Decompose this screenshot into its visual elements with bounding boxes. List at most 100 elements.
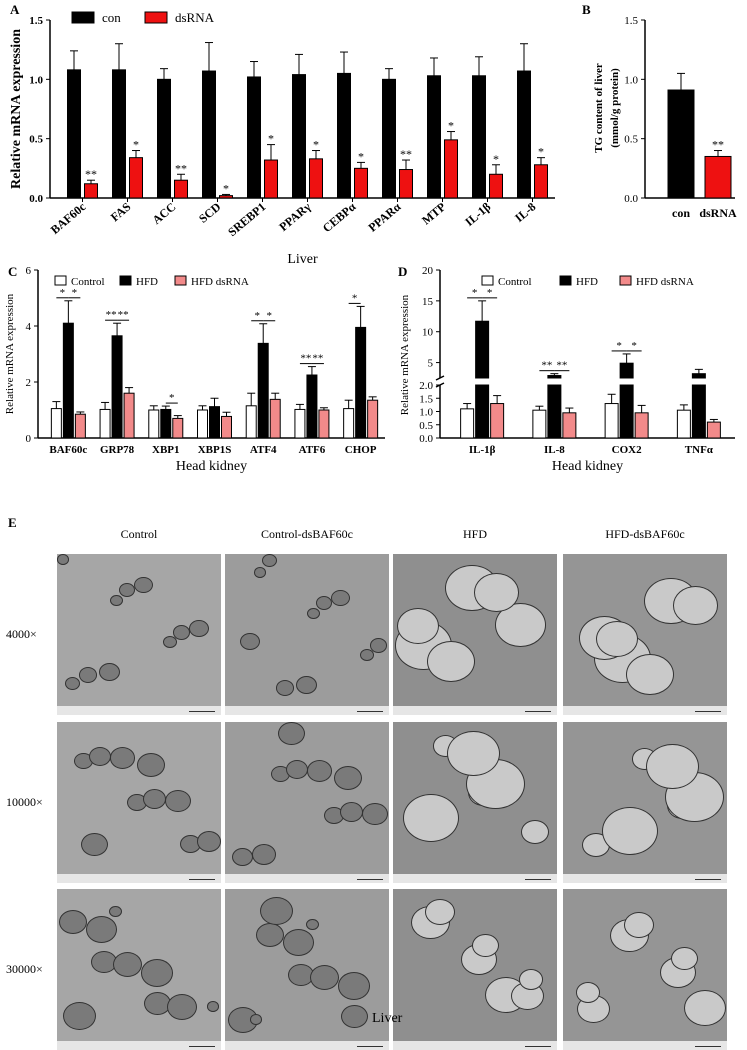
em-column-label: Control [120, 527, 158, 541]
em-organelle-shape [89, 747, 111, 766]
c-significance-mark: * [254, 310, 260, 322]
a-significance-mark: ** [175, 161, 187, 175]
d-bar-upper-hfd [691, 373, 706, 379]
em-organelle-shape [252, 844, 276, 865]
d-bar-hfd-dsrna [562, 412, 577, 439]
d-x-axis-label: Head kidney [552, 459, 623, 474]
c-bar-hfd [111, 335, 123, 439]
a-legend-label-con: con [102, 10, 121, 25]
em-organelle-shape [141, 959, 173, 987]
d-bar-hfd-dsrna [706, 421, 721, 439]
em-organelle-shape [397, 608, 439, 644]
em-info-strip [393, 1041, 557, 1050]
d-bar-hfd-dsrna [490, 403, 505, 439]
b-x-tick-label: con [672, 206, 690, 220]
em-info-strip [57, 706, 221, 715]
a-x-tick-label: SCD [196, 199, 224, 225]
a-bar-con [472, 75, 486, 199]
a-bar-con [112, 69, 126, 199]
em-organelle-shape [134, 577, 153, 594]
a-x-tick-label: MTP [419, 200, 448, 228]
em-organelle-shape [207, 1001, 219, 1012]
em-organelle-shape [167, 994, 197, 1020]
em-organelle-shape [109, 906, 122, 918]
c-bar-control [50, 408, 62, 439]
panel-label-e: E [8, 515, 17, 530]
a-x-tick-label: IL-8 [512, 200, 538, 225]
em-organelle-shape [260, 897, 293, 926]
c-significance-mark: * [60, 287, 66, 299]
em-info-strip [563, 706, 727, 715]
d-y-tick-label: 0.5 [419, 420, 433, 432]
c-y-tick-label: 2 [26, 377, 32, 389]
em-micrograph [393, 554, 557, 715]
c-x-axis-label: Head kidney [176, 459, 247, 474]
em-organelle-shape [250, 1014, 262, 1025]
a-bar-dsrna [399, 169, 413, 199]
c-x-tick-label: XBP1 [152, 444, 180, 456]
em-organelle-shape [119, 583, 135, 597]
em-organelle-shape [163, 636, 177, 649]
a-x-tick-label: CEBPα [320, 199, 359, 235]
a-x-tick-label: BAF60c [48, 199, 89, 237]
c-x-tick-label: CHOP [345, 444, 377, 456]
d-y-tick-label: 1.0 [419, 407, 433, 419]
panel-label-b: B [582, 2, 591, 17]
em-organelle-shape [307, 608, 320, 620]
em-organelle-shape [59, 910, 87, 935]
a-x-tick-label: PPARγ [276, 199, 313, 234]
em-organelle-shape [310, 965, 339, 990]
d-bar-upper-hfd [547, 375, 562, 379]
em-organelle-shape [306, 919, 319, 931]
em-scale-bar [525, 879, 551, 880]
c-bar-control [148, 409, 160, 439]
c-bar-hfd [355, 326, 367, 439]
em-scale-bar [357, 879, 383, 880]
a-significance-mark: ** [400, 147, 412, 161]
d-x-tick-label: IL-8 [544, 444, 565, 456]
c-bar-hfd-dsrna [172, 417, 184, 439]
c-significance-mark: * [72, 287, 78, 299]
a-y-axis-label: Relative mRNA expression [9, 29, 24, 189]
b-y-tick-label: 0.0 [624, 193, 638, 205]
d-legend-label: HFD dsRNA [636, 276, 694, 288]
c-x-tick-label: BAF60c [49, 444, 87, 456]
em-micrograph [57, 722, 221, 883]
em-organelle-shape [110, 595, 123, 607]
c-bar-control [245, 405, 257, 439]
a-bar-dsrna [309, 158, 323, 199]
em-organelle-shape [296, 676, 317, 695]
a-bar-dsrna [129, 157, 143, 199]
em-organelle-shape [671, 947, 698, 971]
c-bar-hfd [160, 408, 172, 439]
em-organelle-shape [256, 923, 284, 948]
c-bar-hfd-dsrna [123, 392, 135, 439]
a-bar-con [382, 78, 396, 199]
b-y-tick-label: 1.0 [624, 74, 638, 86]
em-organelle-shape [646, 744, 699, 790]
a-bar-con [337, 72, 351, 199]
em-organelle-shape [63, 1002, 96, 1031]
em-organelle-shape [624, 912, 654, 938]
a-bar-con [517, 70, 531, 199]
c-bar-hfd-dsrna [269, 398, 281, 439]
em-scale-bar [357, 1046, 383, 1047]
em-organelle-shape [472, 934, 499, 958]
em-column-label: Control-dsBAF60c [260, 527, 353, 541]
a-legend-swatch-con [71, 11, 95, 24]
em-info-strip [563, 1041, 727, 1050]
a-x-tick-label: PPARα [365, 199, 403, 234]
em-micrograph [563, 889, 727, 1050]
a-legend-label-dsrna: dsRNA [175, 10, 215, 25]
d-significance-mark: * [616, 340, 622, 352]
d-legend-swatch [559, 275, 572, 286]
d-significance-mark: * [631, 340, 637, 352]
a-bar-con [202, 70, 216, 199]
a-bar-dsrna [174, 179, 188, 199]
em-row-label: 10000× [6, 794, 43, 809]
c-bar-hfd-dsrna [74, 413, 86, 439]
a-significance-mark: * [448, 119, 454, 133]
c-bar-hfd [209, 406, 220, 439]
a-x-tick-label: ACC [150, 200, 179, 227]
